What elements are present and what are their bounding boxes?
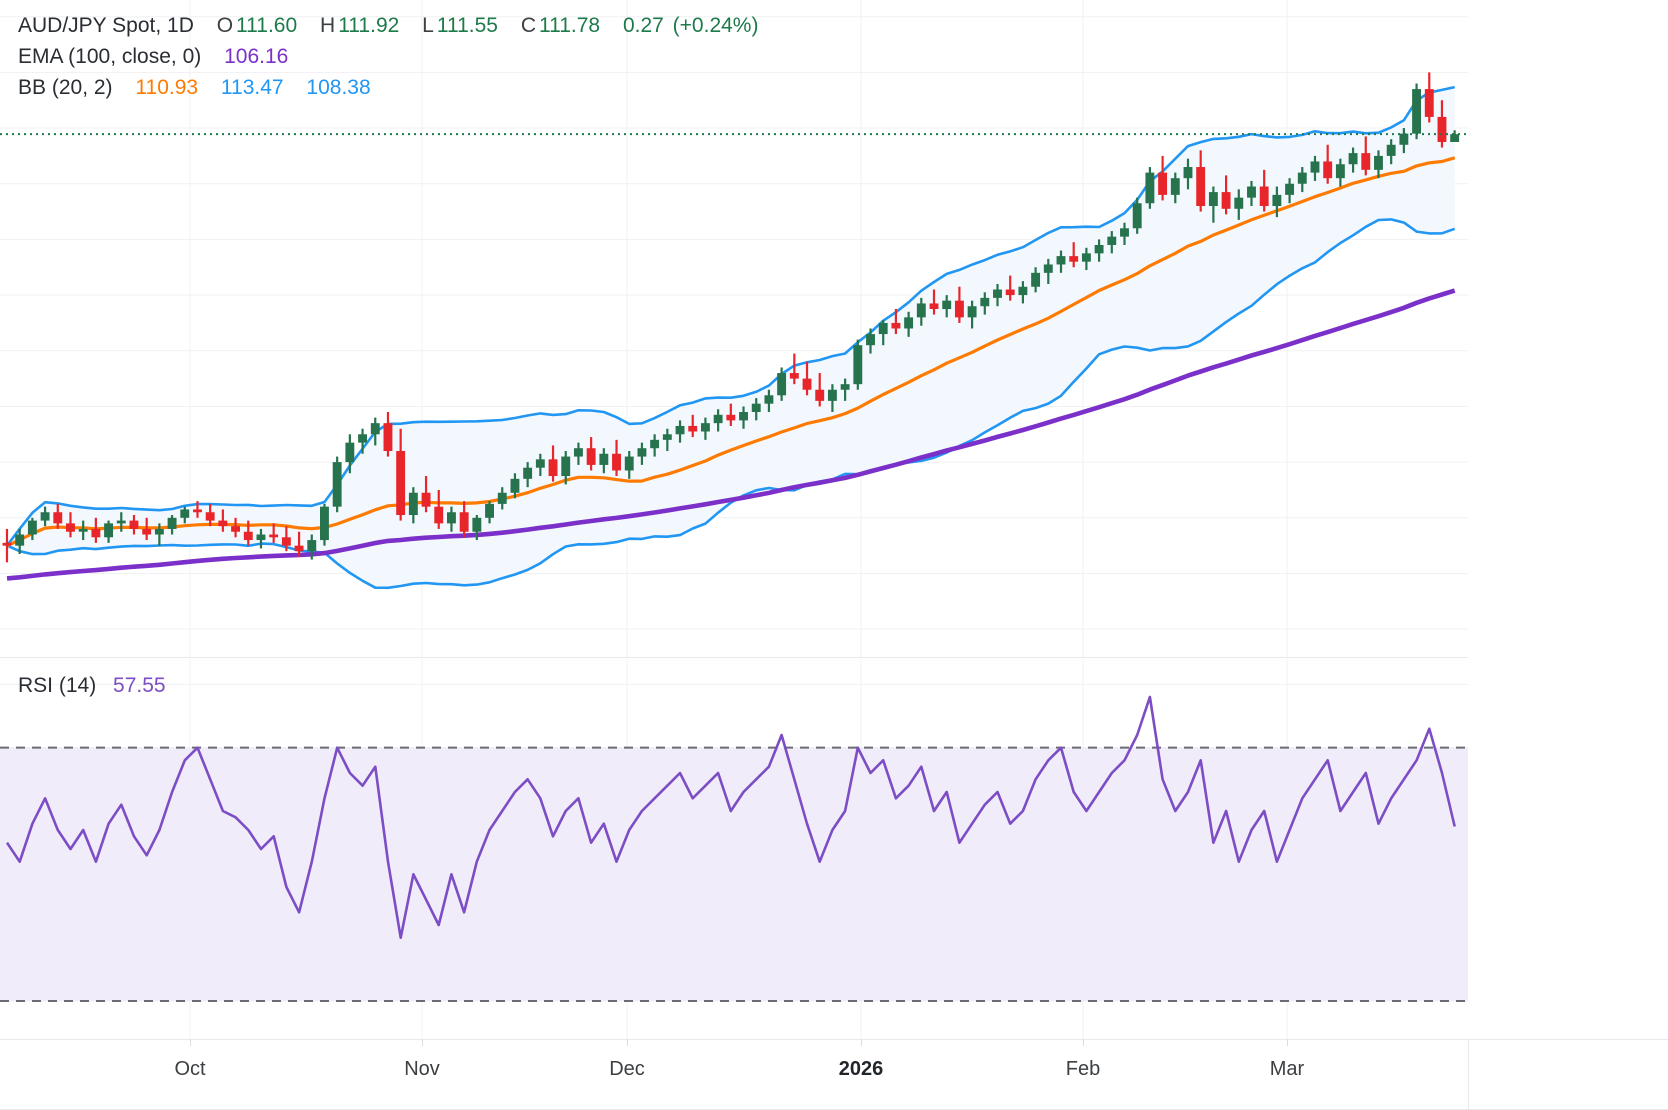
time-tick-mark <box>422 1039 423 1046</box>
time-tick-label: Mar <box>1269 1058 1305 1080</box>
time-tick-label: 2026 <box>838 1058 884 1080</box>
time-tick-mark <box>627 1039 628 1046</box>
price-panel <box>0 0 1468 657</box>
time-tick-label: Nov <box>404 1058 440 1080</box>
price-plot <box>0 0 1468 657</box>
rsi-plot <box>0 659 1468 1039</box>
time-axis[interactable] <box>0 1039 1468 1110</box>
time-tick-mark <box>861 1039 862 1046</box>
rsi-panel <box>0 659 1468 1039</box>
price-axis[interactable]: 116.00114.00112.00110.00108.00106.00104.… <box>1468 0 1668 1039</box>
time-axis-divider <box>0 1039 1668 1040</box>
time-tick-mark <box>1287 1039 1288 1046</box>
rsi-legend: RSI (14) 57.55 <box>18 672 166 700</box>
time-tick-mark <box>190 1039 191 1046</box>
rsi-value: 57.55 <box>113 674 166 697</box>
time-tick-label: Dec <box>609 1058 645 1080</box>
panel-divider <box>0 657 1468 658</box>
time-tick-mark <box>1083 1039 1084 1046</box>
time-tick-label: Oct <box>174 1058 206 1080</box>
rsi-label[interactable]: RSI (14) <box>18 674 97 697</box>
time-tick-label: Feb <box>1065 1058 1101 1080</box>
